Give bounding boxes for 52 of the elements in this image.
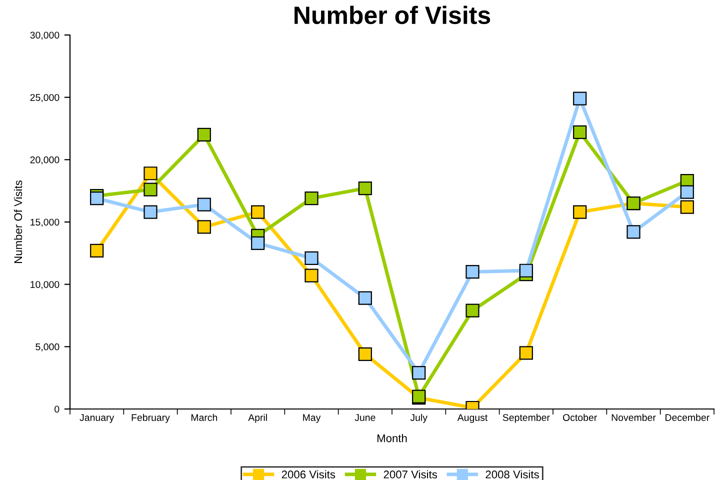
chart-title: Number of Visits [294,6,490,24]
x-tick-label: June [354,414,376,421]
point [680,200,694,214]
point [412,366,426,380]
point [680,185,694,199]
point [251,236,265,250]
point [144,182,158,196]
x-tick-label: July [410,414,428,423]
legend-label: 2008 Visits [486,470,539,478]
x-tick-label: May [303,414,321,423]
y-tick-label: 0 [54,406,60,413]
x-tick-label: January [80,414,114,423]
point [573,205,587,219]
point [197,128,211,142]
point [358,182,372,196]
point [626,225,640,239]
point [304,251,318,265]
point [573,92,587,106]
legend-label: 2006 Visits [282,470,336,478]
point [304,192,318,206]
point [90,244,104,258]
point [144,166,158,180]
point [573,125,587,140]
x-tick-label: August [457,414,488,423]
point [197,198,211,212]
y-axis-title: Number Of Visits [14,180,22,263]
point [519,346,533,360]
legend-label: 2007 Visits [384,470,438,478]
x-tick-label: April [248,414,267,423]
y-tick-label: 25,000 [30,94,60,102]
point [358,347,372,361]
point [90,192,104,206]
point [466,265,480,279]
point [144,205,158,219]
point [466,304,480,318]
y-tick-label: 5,000 [36,343,60,352]
x-tick-label: November [612,414,656,421]
point [251,205,265,219]
point [304,268,318,282]
x-tick-label: September [502,414,550,423]
x-axis-title: Month [377,434,407,442]
y-tick-label: 15,000 [30,218,60,227]
x-tick-label: March [191,414,218,421]
point [358,291,372,305]
x-tick-label: December [666,414,710,421]
y-tick-label: 10,000 [30,281,60,290]
x-tick-label: February [132,414,170,423]
y-tick-label: 20,000 [30,156,60,164]
y-tick-label: 30,000 [30,32,60,40]
x-tick-label: October [563,414,597,421]
point [197,220,211,234]
point [519,264,533,278]
